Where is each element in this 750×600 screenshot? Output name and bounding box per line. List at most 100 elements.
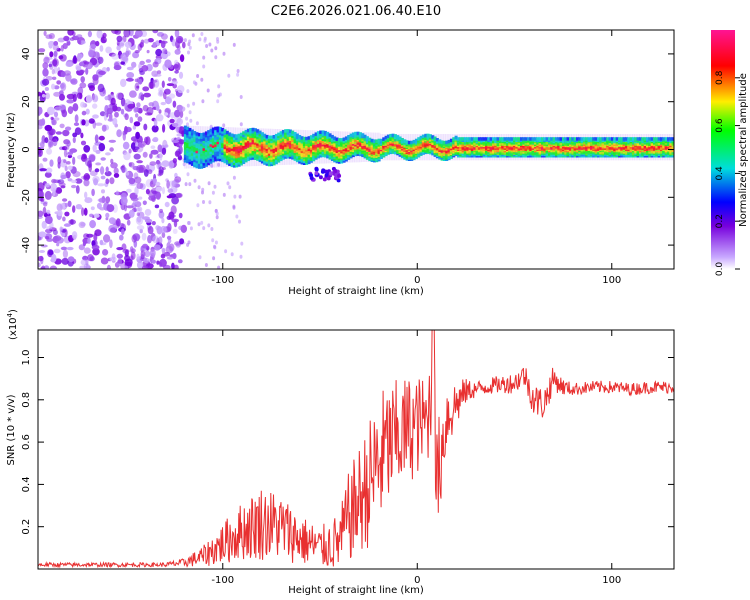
signal-cell [223, 150, 227, 154]
halo-cell [562, 134, 565, 161]
signal-cell [407, 140, 411, 145]
signal-cell [207, 149, 211, 154]
noise-cell [202, 55, 206, 60]
signal-cell [298, 152, 302, 156]
signal-cell [242, 138, 246, 142]
signal-cell [214, 150, 218, 155]
signal-cell [223, 141, 227, 145]
noise-cell [104, 170, 112, 177]
signal-cell [218, 134, 222, 138]
noise-cell [45, 34, 53, 39]
halo-cell [573, 134, 577, 161]
signal-cell [585, 137, 589, 141]
noise-cell [217, 265, 221, 269]
noise-cell [98, 135, 105, 141]
halo-cell [475, 134, 479, 161]
noise-cell [92, 103, 98, 109]
signal-cell [295, 133, 299, 137]
signal-cell [302, 136, 306, 141]
noise-cell [210, 48, 214, 53]
noise-cell [61, 257, 69, 265]
signal-cell [197, 157, 201, 162]
noise-cell [83, 174, 87, 181]
halo-cell [627, 134, 631, 161]
halo-cell [613, 134, 617, 161]
signal-cell [321, 146, 325, 150]
noise-cell [211, 238, 215, 243]
halo-cell [197, 126, 201, 169]
signal-cell [228, 153, 232, 157]
signal-cell [186, 147, 190, 151]
signal-cell [237, 154, 241, 158]
noise-cell [134, 186, 139, 196]
halo-cell [667, 134, 670, 161]
signal-cell [232, 134, 236, 138]
noise-cell [157, 144, 163, 153]
signal-cell [312, 148, 316, 153]
noise-cell [70, 78, 78, 85]
signal-cell [627, 137, 631, 141]
noise-cell [104, 96, 109, 101]
signal-cell [258, 156, 262, 160]
signal-cell [314, 148, 318, 153]
signal-cell [300, 149, 304, 154]
noise-cell [92, 74, 99, 81]
signal-cell [202, 134, 206, 139]
signal-cell [218, 143, 222, 147]
noise-cell [235, 214, 239, 219]
signal-cell [221, 149, 225, 153]
signal-cell [256, 150, 260, 155]
noise-cell [72, 56, 78, 64]
noise-cell [78, 69, 85, 74]
halo-cell [361, 132, 365, 162]
noise-cell [106, 67, 110, 72]
signal-cell [295, 145, 299, 149]
signal-cell [202, 164, 206, 168]
signal-cell [279, 151, 283, 155]
signal-cell [309, 153, 313, 158]
signal-cell [277, 140, 281, 145]
noise-cell [98, 143, 106, 152]
signal-cell [260, 147, 264, 151]
signal-cell [330, 141, 334, 146]
signal-cell [281, 146, 285, 150]
snr-frame [37, 329, 675, 570]
signal-cell [414, 138, 418, 143]
noise-cell [108, 217, 116, 225]
noise-cell [222, 51, 226, 56]
noise-cell [178, 212, 183, 219]
signal-cell [288, 137, 292, 141]
noise-cell [136, 182, 144, 189]
signal-cell [309, 142, 313, 147]
signal-cell [186, 126, 190, 131]
signal-cell [260, 136, 264, 140]
signal-cell [354, 131, 358, 136]
sidelobe-cell [314, 167, 319, 172]
signal-cell [260, 142, 264, 147]
y-tick-label: 1.0 [21, 350, 32, 366]
noise-cell [56, 203, 63, 212]
signal-cell [190, 144, 194, 149]
signal-cell [302, 153, 306, 158]
signal-cell [260, 155, 264, 160]
noise-cell [198, 37, 202, 42]
signal-cell [356, 131, 360, 136]
signal-cell [270, 152, 274, 156]
signal-cell [190, 137, 194, 141]
signal-cell [256, 157, 260, 161]
colorbar-gradient [711, 30, 735, 269]
signal-cell [267, 148, 271, 152]
noise-cell [177, 37, 183, 44]
halo-cell [564, 134, 568, 161]
signal-cell [316, 147, 320, 152]
signal-cell [230, 161, 234, 165]
noise-cell [65, 126, 72, 131]
noise-cell [89, 44, 97, 49]
signal-cell [221, 153, 225, 158]
halo-cell [209, 126, 213, 168]
signal-cell [200, 142, 204, 147]
signal-cell [207, 132, 211, 136]
signal-cell [183, 159, 187, 163]
halo-cell [377, 132, 381, 162]
signal-cell [274, 152, 278, 156]
